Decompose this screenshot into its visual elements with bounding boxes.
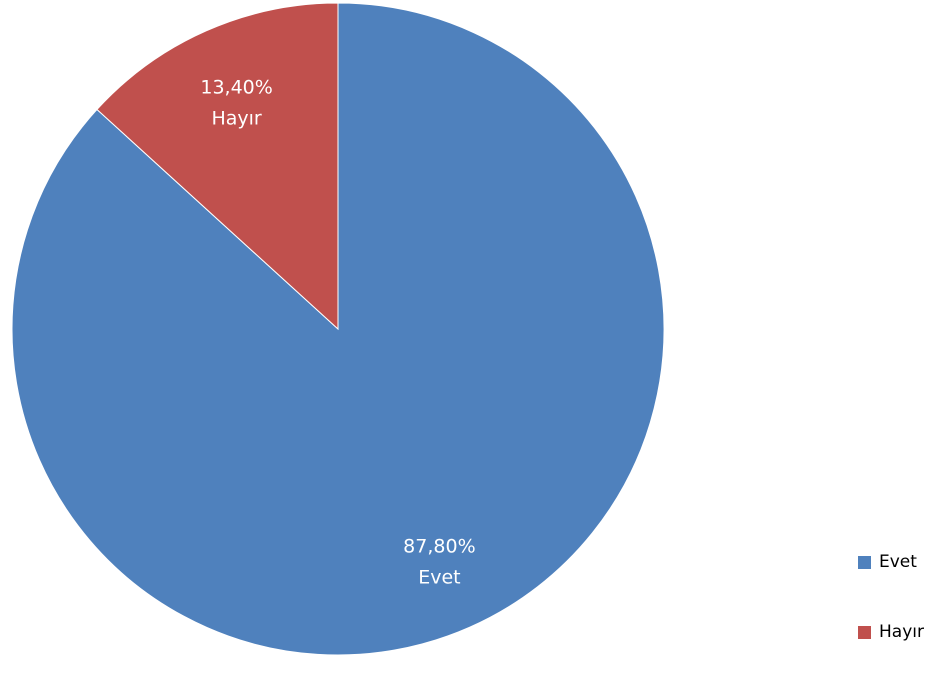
legend-label-evet: Evet [879,552,917,572]
legend-item-evet: Evet [858,550,924,574]
data-label-value-hayir: 13,40% [200,76,272,98]
pie-chart: 87,80% Evet 13,40% Hayır Evet Hayır [11,2,924,656]
data-label-category-evet: Evet [418,567,460,589]
pie-slice-evet [11,2,665,656]
legend-item-hayir: Hayır [858,620,924,644]
data-label-value-evet: 87,80% [403,536,475,558]
legend-label-hayir: Hayır [879,622,924,642]
chart-legend: Evet Hayır [858,550,924,690]
legend-swatch-hayir [858,625,871,639]
pie-slice-hayir [96,2,339,331]
legend-swatch-evet [858,555,871,569]
data-label-category-hayir: Hayır [211,107,261,129]
pie-chart-plot: 87,80% Evet 13,40% Hayır [11,2,665,656]
